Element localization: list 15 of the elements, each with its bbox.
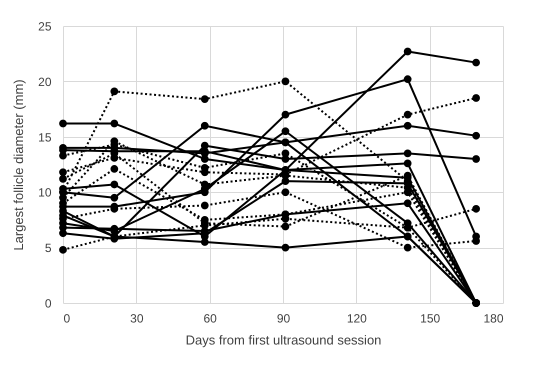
x-tick-label: 180 — [483, 312, 504, 326]
x-tick-label: 30 — [130, 312, 144, 326]
y-tick-label: 20 — [38, 74, 52, 89]
y-tick-label: 25 — [38, 20, 52, 34]
y-tick-label: 15 — [38, 130, 52, 144]
x-tick-label: 60 — [203, 312, 218, 326]
x-tick-label: 90 — [276, 312, 290, 326]
y-tick-label: 0 — [44, 296, 52, 310]
x-tick-label: 0 — [64, 312, 70, 326]
x-tick-label: 120 — [346, 312, 368, 326]
y-tick-label: 10 — [38, 186, 52, 200]
x-axis-title: Days from first ultrasound session — [186, 332, 382, 348]
y-axis-title: Largest follicle diameter (mm) — [11, 79, 26, 251]
y-tick-label: 5 — [44, 241, 52, 256]
x-tick-label: 150 — [420, 312, 440, 326]
